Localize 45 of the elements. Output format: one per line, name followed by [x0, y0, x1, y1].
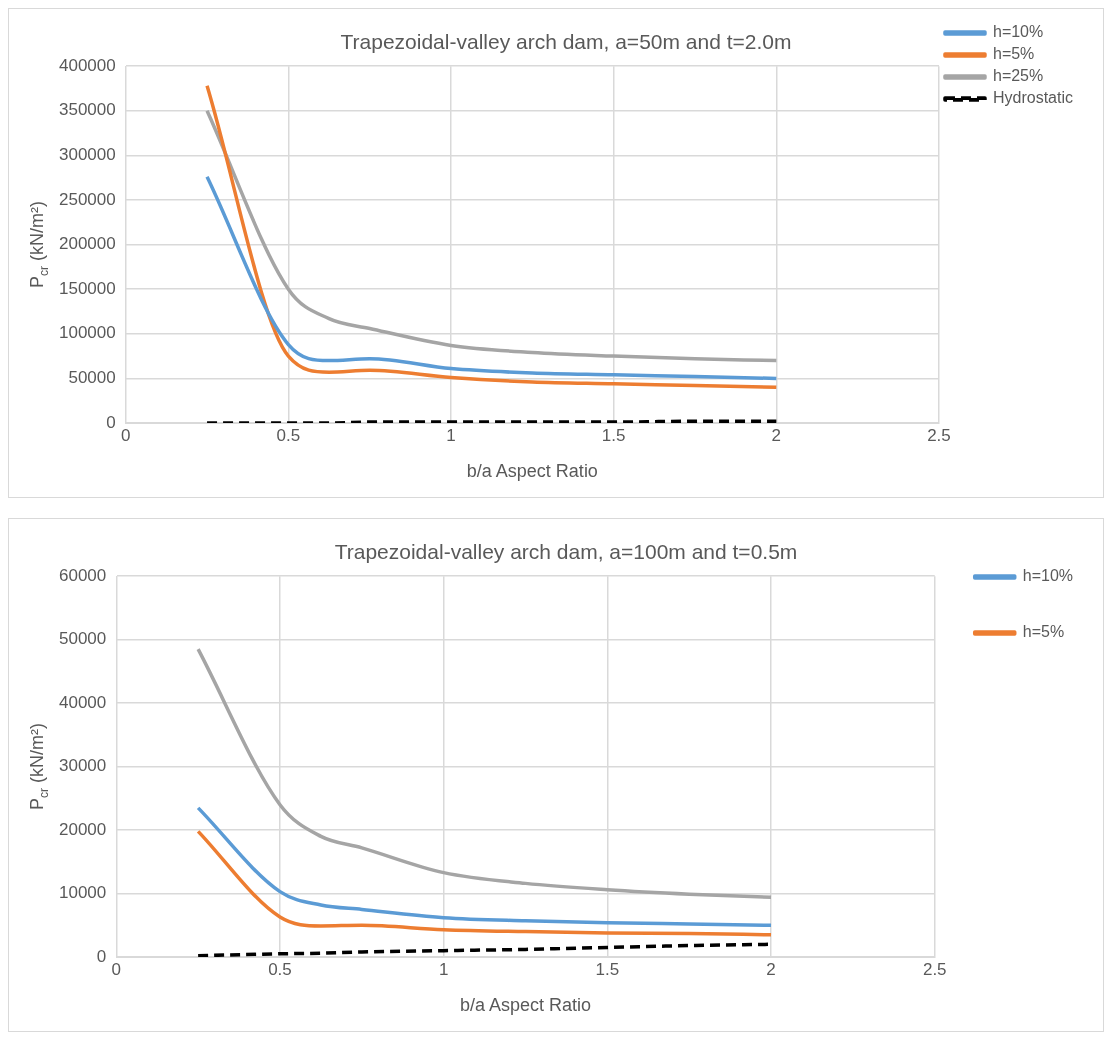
legend-label: h=25% [992, 67, 1044, 85]
x-axis-title: b/a Aspect Ratio [459, 995, 592, 1016]
y-tick-label: 50000 [58, 629, 107, 649]
x-tick-label: 0 [120, 425, 131, 445]
y-tick-label: 60000 [58, 565, 107, 585]
y-tick-label: 30000 [58, 756, 107, 776]
y-tick-label: 350000 [58, 100, 116, 120]
x-tick-label: 1 [438, 959, 449, 979]
line-series [205, 175, 779, 381]
y-tick-label: 150000 [58, 278, 116, 298]
y-tick-label: 10000 [58, 883, 107, 903]
legend-label: h=10% [1022, 567, 1073, 585]
x-axis-title: b/a Aspect Ratio [466, 461, 598, 482]
legend-label: h=5% [1022, 623, 1065, 641]
line-series [196, 647, 773, 900]
line-series [196, 829, 773, 937]
y-tick-label: 20000 [58, 819, 107, 839]
y-tick-label: 0 [96, 946, 107, 966]
y-tick-label: 250000 [58, 189, 116, 209]
line-series [205, 109, 779, 363]
x-tick-label: 1.5 [595, 959, 620, 979]
x-tick-label: 0.5 [268, 959, 292, 979]
y-tick-label: 0 [106, 412, 116, 432]
legend-label: h=10% [992, 23, 1044, 41]
x-tick-label: 1 [446, 425, 456, 445]
x-tick-label: 2.5 [922, 959, 947, 979]
y-tick-label: 200000 [58, 234, 116, 254]
y-axis-title: Pcr (kN/m²) [27, 723, 51, 811]
y-tick-label: 100000 [58, 323, 116, 343]
x-tick-label: 1.5 [601, 425, 626, 445]
chart-title: Trapezoidal-valley arch dam, a=50m and t=2.0m [340, 30, 792, 54]
y-tick-label: 40000 [58, 692, 107, 712]
x-tick-label: 2 [771, 425, 782, 445]
line-series [205, 84, 779, 390]
x-tick-label: 2 [766, 959, 776, 979]
legend-label: Hydrostatic [992, 89, 1074, 107]
line-series [196, 806, 773, 928]
y-tick-label: 400000 [58, 55, 116, 75]
y-tick-label: 50000 [68, 368, 116, 388]
x-tick-label: 2.5 [927, 425, 951, 445]
legend-label: h=5% [992, 45, 1035, 63]
chart-title: Trapezoidal-valley arch dam, a=100m and t=0.5m [334, 540, 798, 564]
y-axis-title: Pcr (kN/m²) [27, 201, 51, 289]
y-tick-label: 300000 [58, 145, 116, 165]
x-tick-label: 0.5 [276, 425, 301, 445]
